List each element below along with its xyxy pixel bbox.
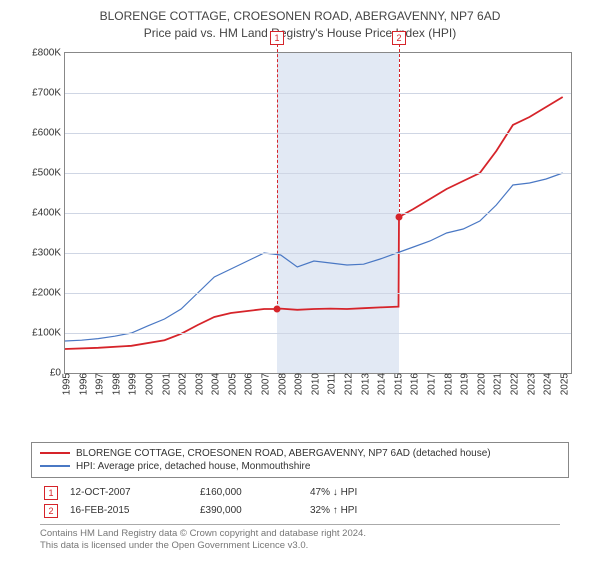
sales-row: 2 16-FEB-2015£390,00032% ↑ HPI	[40, 502, 560, 520]
gridline	[65, 93, 571, 94]
gridline	[65, 333, 571, 334]
sales-row: 1 12-OCT-2007£160,00047% ↓ HPI	[40, 484, 560, 502]
sale-marker-badge: 1	[270, 31, 284, 45]
x-tick-label: 2016	[406, 373, 421, 395]
gridline	[65, 173, 571, 174]
legend-label: BLORENGE COTTAGE, CROESONEN ROAD, ABERGA…	[76, 448, 491, 459]
x-tick-label: 1996	[74, 373, 89, 395]
x-tick-label: 1999	[124, 373, 139, 395]
sales-marker-badge: 1	[44, 486, 58, 500]
x-tick-label: 2004	[207, 373, 222, 395]
chart-area: £0£100K£200K£300K£400K£500K£600K£700K£80…	[20, 48, 580, 408]
y-tick-label: £700K	[32, 87, 65, 98]
x-tick-label: 2010	[306, 373, 321, 395]
x-tick-label: 2020	[472, 373, 487, 395]
sales-date: 16-FEB-2015	[70, 505, 200, 516]
plot-region: £0£100K£200K£300K£400K£500K£600K£700K£80…	[64, 52, 572, 374]
x-tick-label: 2012	[340, 373, 355, 395]
x-tick-label: 2025	[555, 373, 570, 395]
x-tick-label: 2015	[389, 373, 404, 395]
y-tick-label: £800K	[32, 47, 65, 58]
sales-price: £390,000	[200, 505, 310, 516]
y-tick-label: £100K	[32, 327, 65, 338]
legend-item: HPI: Average price, detached house, Monm…	[40, 460, 560, 473]
sale-marker-badge: 2	[392, 31, 406, 45]
x-tick-label: 2017	[422, 373, 437, 395]
y-tick-label: £400K	[32, 207, 65, 218]
x-tick-label: 1997	[91, 373, 106, 395]
legend: BLORENGE COTTAGE, CROESONEN ROAD, ABERGA…	[31, 442, 569, 478]
x-tick-label: 2013	[356, 373, 371, 395]
x-tick-label: 2008	[273, 373, 288, 395]
sales-date: 12-OCT-2007	[70, 487, 200, 498]
x-tick-label: 2009	[290, 373, 305, 395]
gridline	[65, 133, 571, 134]
legend-item: BLORENGE COTTAGE, CROESONEN ROAD, ABERGA…	[40, 447, 560, 460]
x-tick-label: 2005	[223, 373, 238, 395]
y-tick-label: £600K	[32, 127, 65, 138]
y-tick-label: £500K	[32, 167, 65, 178]
y-tick-label: £300K	[32, 247, 65, 258]
footer-line-2: This data is licensed under the Open Gov…	[40, 540, 560, 552]
x-tick-label: 2022	[505, 373, 520, 395]
sales-delta: 47% ↓ HPI	[310, 487, 560, 498]
sale-marker-dot	[395, 213, 402, 220]
series-hpi	[65, 173, 563, 341]
x-tick-label: 1995	[58, 373, 73, 395]
x-tick-label: 2019	[456, 373, 471, 395]
title-line-2: Price paid vs. HM Land Registry's House …	[0, 25, 600, 42]
x-tick-label: 2002	[174, 373, 189, 395]
sale-marker-dot	[274, 305, 281, 312]
y-tick-label: £200K	[32, 287, 65, 298]
x-tick-label: 2000	[140, 373, 155, 395]
x-tick-label: 2023	[522, 373, 537, 395]
gridline	[65, 253, 571, 254]
sales-price: £160,000	[200, 487, 310, 498]
sale-marker-line	[399, 39, 400, 217]
footer: Contains HM Land Registry data © Crown c…	[40, 524, 560, 553]
legend-swatch	[40, 452, 70, 454]
sales-marker-badge: 2	[44, 504, 58, 518]
x-tick-label: 1998	[107, 373, 122, 395]
x-tick-label: 2003	[190, 373, 205, 395]
legend-swatch	[40, 465, 70, 467]
x-tick-label: 2006	[240, 373, 255, 395]
sales-delta: 32% ↑ HPI	[310, 505, 560, 516]
footer-line-1: Contains HM Land Registry data © Crown c…	[40, 528, 560, 540]
x-tick-label: 2014	[373, 373, 388, 395]
x-tick-label: 2007	[257, 373, 272, 395]
chart-title: BLORENGE COTTAGE, CROESONEN ROAD, ABERGA…	[0, 8, 600, 42]
gridline	[65, 213, 571, 214]
x-tick-label: 2024	[539, 373, 554, 395]
x-tick-label: 2011	[323, 373, 338, 395]
x-tick-label: 2018	[439, 373, 454, 395]
x-tick-label: 2021	[489, 373, 504, 395]
sale-marker-line	[277, 39, 278, 309]
title-line-1: BLORENGE COTTAGE, CROESONEN ROAD, ABERGA…	[0, 8, 600, 25]
gridline	[65, 293, 571, 294]
series-price_paid	[65, 97, 563, 349]
sales-table: 1 12-OCT-2007£160,00047% ↓ HPI 2 16-FEB-201…	[40, 484, 560, 520]
x-tick-label: 2001	[157, 373, 172, 395]
legend-label: HPI: Average price, detached house, Monm…	[76, 461, 310, 472]
